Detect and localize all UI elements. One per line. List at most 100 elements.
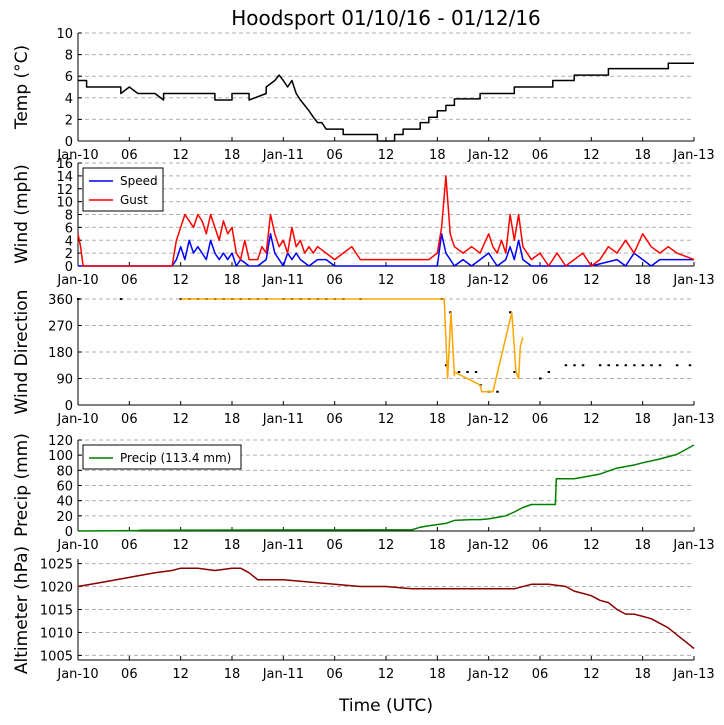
wind-xtick-label: 18 <box>634 273 651 288</box>
wind-xtick-label: 12 <box>583 273 600 288</box>
panel-altimeter: 1005 1010 1015 1020 1025 Jan-10 06 12 18 Jan-11 06… <box>12 546 715 682</box>
direction-point <box>616 364 619 367</box>
wind-xtick-label: 06 <box>326 273 343 288</box>
direction-point <box>581 364 585 367</box>
direction-point <box>444 364 448 367</box>
precip-xtick-label: 18 <box>634 538 651 553</box>
direction-xtick-label: 18 <box>634 412 651 427</box>
wind-ytick-label: 10 <box>56 196 73 211</box>
wind-ylabel: Wind (mph) <box>12 164 32 264</box>
temp-xtick-label: Jan-12 <box>467 148 509 163</box>
precip-xtick-label: Jan-12 <box>467 538 509 553</box>
direction-point <box>564 364 568 367</box>
precip-xtick-label: Jan-13 <box>672 538 714 553</box>
direction-xtick-label: 06 <box>326 412 343 427</box>
direction-point <box>496 390 499 393</box>
temp-ytick-label: 6 <box>65 70 73 85</box>
precip-ytick-label: 20 <box>56 510 73 525</box>
altimeter-xtick-label: Jan-11 <box>262 667 304 682</box>
wind-xtick-label: Jan-11 <box>262 273 304 288</box>
precip-ytick-label: 40 <box>56 495 73 510</box>
precip-xtick-label: 12 <box>172 538 189 553</box>
altimeter-xtick-label: 06 <box>532 667 549 682</box>
precip-ytick-label: 60 <box>56 480 73 495</box>
altimeter-xtick-label: 12 <box>583 667 600 682</box>
precip-legend: Precip (113.4 mm) <box>82 444 242 470</box>
direction-point <box>119 298 123 300</box>
temp-ytick-label: 0 <box>65 135 73 150</box>
wind-xtick-label: 12 <box>172 273 189 288</box>
precip-xtick-label: 06 <box>532 538 549 553</box>
precip-ylabel: Precip (mm) <box>12 433 32 537</box>
direction-point <box>688 364 692 367</box>
wind-ytick-label: 2 <box>65 247 73 262</box>
precip-legend-label: Precip (113.4 mm) <box>120 451 231 465</box>
temp-ytick-label: 2 <box>65 113 73 128</box>
altimeter-xtick-label: 18 <box>224 667 241 682</box>
direction-ytick-label: 0 <box>65 399 73 414</box>
wind-ytick-label: 6 <box>65 221 73 236</box>
direction-ytick-label: 180 <box>48 346 73 361</box>
direction-point <box>633 364 636 367</box>
temp-xtick-label: 12 <box>378 148 395 163</box>
direction-series-direction-line <box>180 298 524 393</box>
wind-xtick-label: 18 <box>224 273 241 288</box>
wind-series-gust <box>77 175 695 267</box>
direction-point <box>77 298 80 300</box>
altimeter-xtick-label: Jan-12 <box>467 667 509 682</box>
wind-legend: Speed Gust <box>82 167 164 212</box>
wind-ytick-label: 12 <box>56 183 73 198</box>
direction-point <box>675 364 679 367</box>
altimeter-ytick-label: 1010 <box>40 626 73 641</box>
precip-xtick-label: 18 <box>429 538 446 553</box>
direction-xtick-label: 06 <box>121 412 138 427</box>
direction-point <box>513 371 516 374</box>
temp-xtick-label: 06 <box>532 148 549 163</box>
temp-ylabel: Temp (°C) <box>12 45 32 130</box>
panel-direction: 0 90 180 270 360 Jan-10 06 12 18 Jan-11 06 12 18 Jan-… <box>12 290 715 427</box>
wind-legend-box <box>82 167 164 212</box>
direction-point <box>474 371 478 374</box>
altimeter-xtick-label: 06 <box>121 667 138 682</box>
wind-xtick-label: 18 <box>429 273 446 288</box>
precip-series-precip-113-4-mm <box>77 444 695 532</box>
altimeter-xtick-label: 12 <box>378 667 395 682</box>
altimeter-xtick-label: 18 <box>634 667 651 682</box>
wind-xtick-label: Jan-10 <box>56 273 98 288</box>
wind-xtick-label: 06 <box>532 273 549 288</box>
temp-xtick-label: Jan-11 <box>262 148 304 163</box>
direction-xtick-label: 18 <box>224 412 241 427</box>
altimeter-xtick-label: 12 <box>172 667 189 682</box>
precip-legend-box <box>82 444 242 470</box>
wind-series-speed <box>78 233 694 267</box>
temp-xtick-label: 12 <box>583 148 600 163</box>
precip-xtick-label: 06 <box>121 538 138 553</box>
wind-xtick-label: Jan-13 <box>672 273 714 288</box>
wind-ytick-label: 8 <box>65 209 73 224</box>
direction-xtick-label: Jan-13 <box>672 412 714 427</box>
wind-ytick-label: 4 <box>65 234 73 249</box>
wind-xtick-label: Jan-12 <box>467 273 509 288</box>
temp-xtick-label: 12 <box>172 148 189 163</box>
direction-point <box>547 371 551 374</box>
direction-point <box>624 364 628 367</box>
altimeter-xtick-label: 06 <box>326 667 343 682</box>
altimeter-xtick-label: Jan-10 <box>56 667 98 682</box>
direction-point <box>509 311 512 314</box>
temp-xtick-label: 18 <box>429 148 446 163</box>
direction-point <box>658 364 662 367</box>
direction-point <box>650 364 653 367</box>
direction-point <box>539 377 542 380</box>
direction-point <box>466 371 469 374</box>
temp-ytick-label: 8 <box>65 49 73 64</box>
precip-xtick-label: Jan-10 <box>56 538 98 553</box>
wind-xtick-label: 12 <box>378 273 395 288</box>
direction-ytick-label: 90 <box>56 373 73 388</box>
direction-xtick-label: Jan-12 <box>467 412 509 427</box>
temp-ytick-label: 4 <box>65 92 73 107</box>
altimeter-ylabel: Altimeter (hPa) <box>12 546 32 674</box>
